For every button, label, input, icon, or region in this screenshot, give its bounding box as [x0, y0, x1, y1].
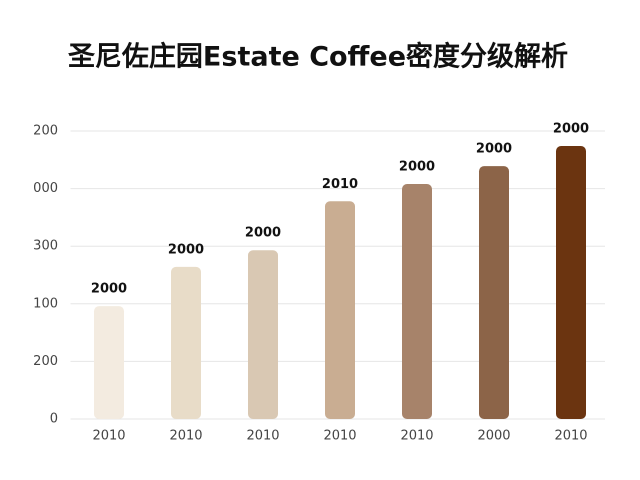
y-tick-label: 300: [33, 239, 58, 254]
x-tick-label: 2010: [400, 429, 433, 444]
bar: [94, 306, 124, 419]
x-tick-label: 2010: [92, 429, 125, 444]
y-tick-label: 100: [33, 296, 58, 311]
bar: [479, 166, 509, 419]
value-label: 2000: [476, 142, 512, 157]
x-tick-label: 2000: [477, 429, 510, 444]
value-label: 2000: [553, 121, 589, 136]
value-label: 2000: [245, 226, 281, 241]
bar: [325, 201, 355, 419]
value-label: 2000: [399, 159, 435, 174]
value-label: 2000: [168, 242, 204, 257]
bar: [402, 183, 432, 419]
x-tick-label: 2010: [246, 429, 279, 444]
x-tick-label: 2010: [554, 429, 587, 444]
y-tick-label: 200: [33, 354, 58, 369]
value-label: 2000: [91, 282, 127, 297]
y-tick-label: 000: [33, 181, 58, 196]
bar: [556, 145, 586, 419]
value-label: 2010: [322, 177, 358, 192]
chart-title: 圣尼佐庄园Estate Coffee密度分级解析: [68, 41, 568, 73]
x-tick-label: 2010: [169, 429, 202, 444]
bar: [248, 250, 278, 419]
y-tick-label: 200: [33, 124, 58, 139]
x-tick-label: 2010: [323, 429, 356, 444]
bar: [171, 266, 201, 419]
y-tick-label: 0: [50, 412, 58, 427]
